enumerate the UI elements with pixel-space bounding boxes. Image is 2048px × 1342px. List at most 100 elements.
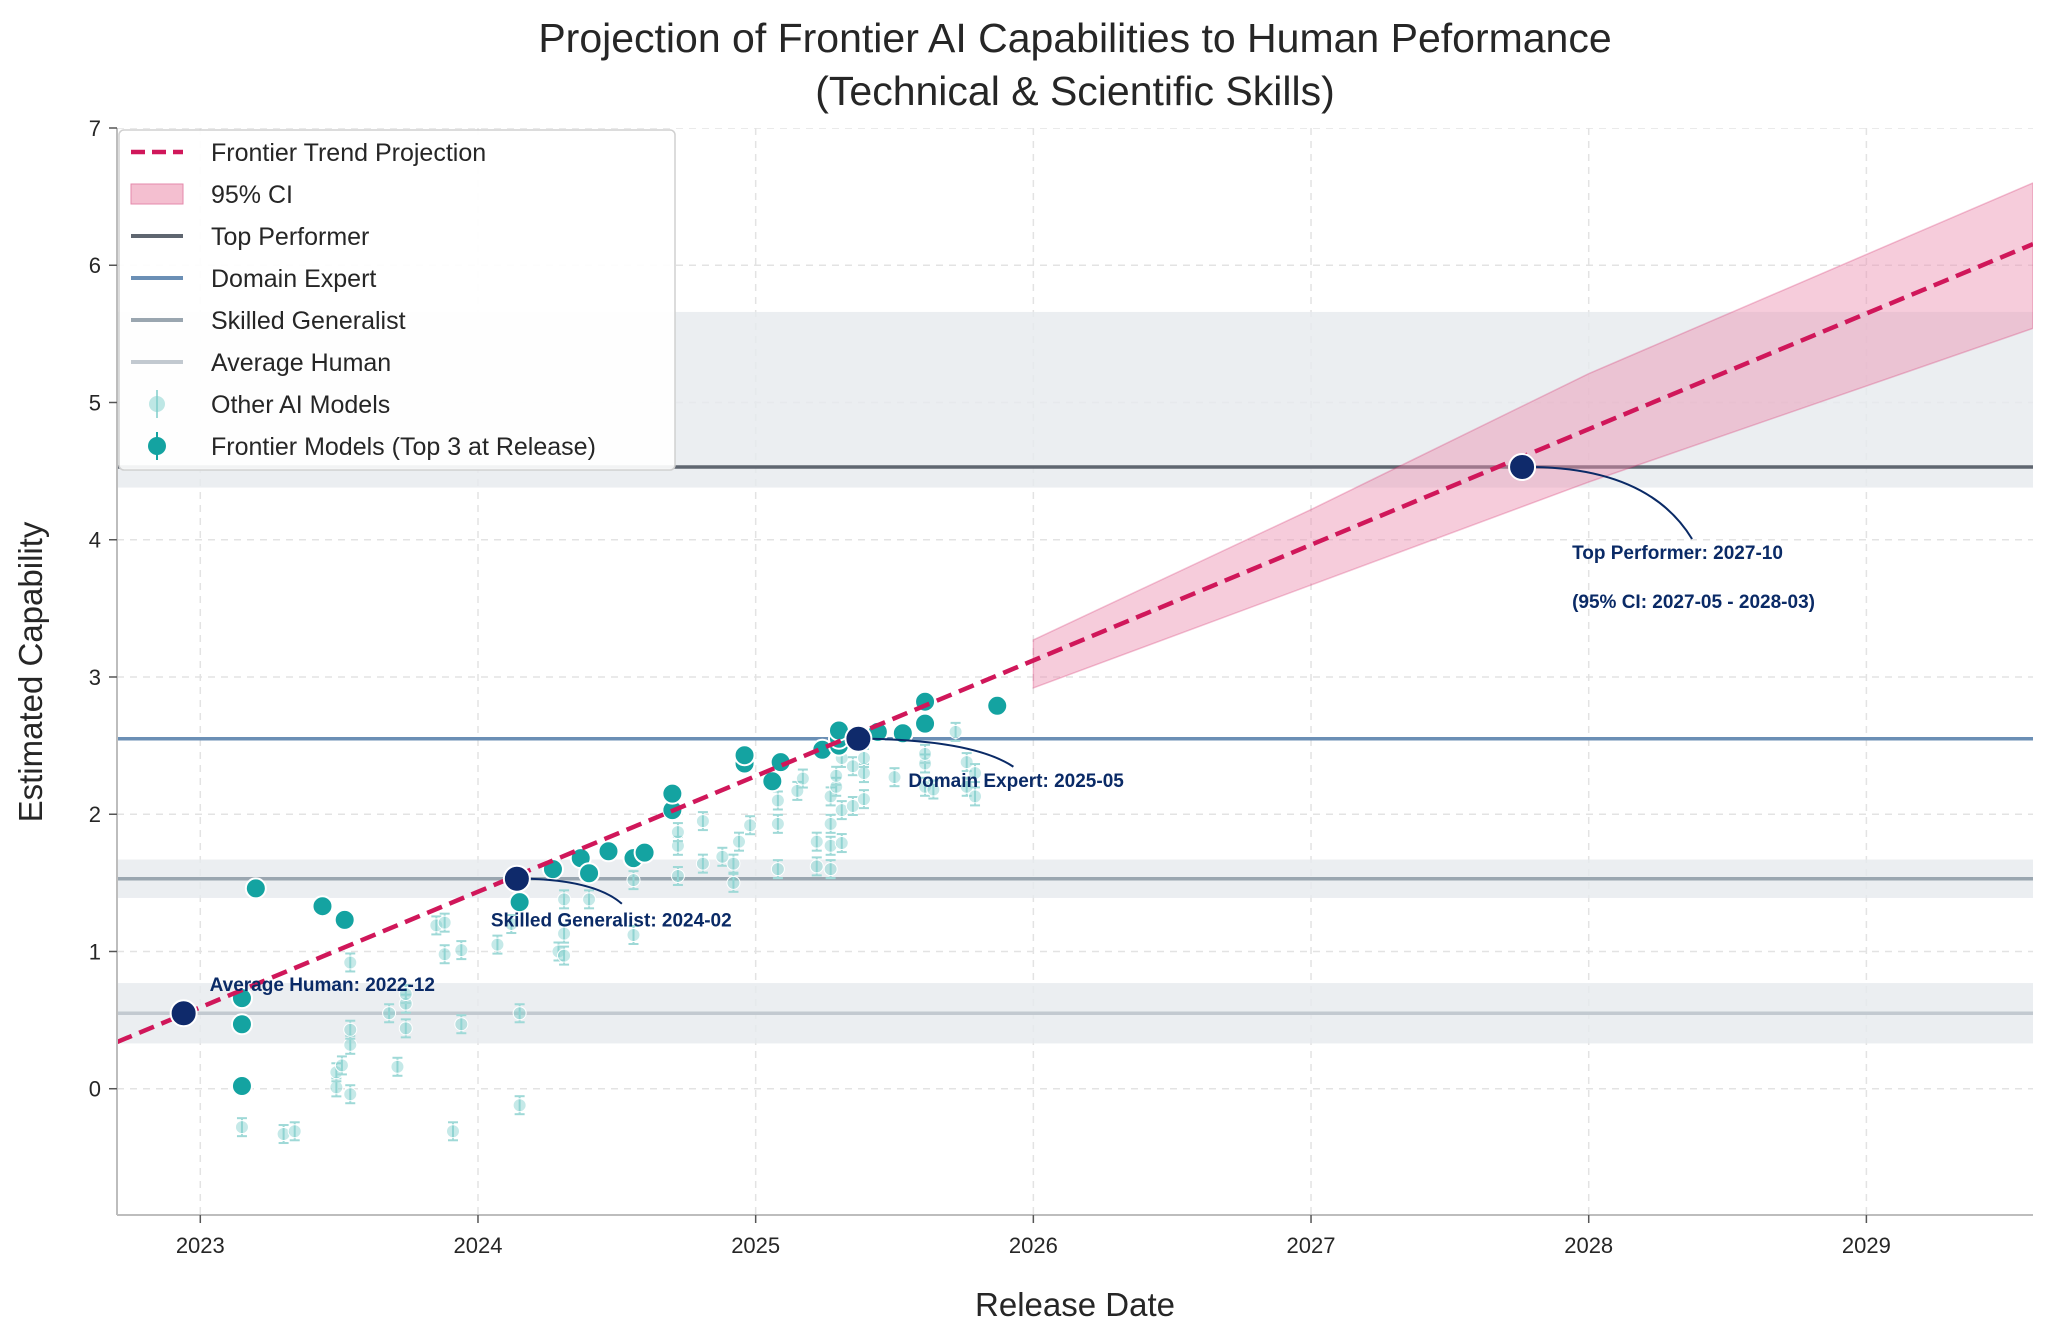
crossing-arrow-2	[870, 737, 1014, 768]
other-model-point	[437, 947, 452, 962]
frontier-model-point	[333, 908, 356, 931]
frontier-model-point	[633, 841, 656, 864]
legend-label-0: Frontier Trend Projection	[211, 139, 486, 167]
other-model-point	[670, 868, 685, 883]
other-model-point	[823, 816, 838, 831]
other-model-point	[887, 770, 902, 785]
other-model-point	[770, 862, 785, 877]
other-model-point	[504, 917, 519, 932]
other-model-point	[948, 724, 963, 739]
other-model-point	[334, 1058, 349, 1073]
crossing-arrow-1	[528, 877, 623, 905]
other-model-point	[512, 1098, 527, 1113]
crossing-point-0	[169, 999, 198, 1028]
legend-swatch-1	[130, 183, 184, 205]
other-model-point	[959, 755, 974, 770]
other-model-point	[234, 1120, 249, 1135]
crossing-label-3: Top Performer: 2027-10	[1572, 543, 1783, 564]
other-model-point	[726, 875, 741, 890]
y-tick-label: 3	[89, 665, 101, 690]
chart-subtitle: (Technical & Scientific Skills)	[815, 68, 1335, 114]
legend-label-1: 95% CI	[211, 181, 293, 209]
other-model-point	[695, 856, 710, 871]
trend-projection-line	[117, 242, 2033, 1045]
frontier-model-point	[914, 712, 937, 735]
other-model-point	[343, 1037, 358, 1052]
other-model-point	[287, 1124, 302, 1139]
other-model-point	[823, 862, 838, 877]
crossing-label-1: Skilled Generalist: 2024-02	[491, 911, 732, 932]
other-model-point	[856, 766, 871, 781]
y-tick-label: 1	[89, 939, 101, 964]
other-model-point	[454, 943, 469, 958]
other-model-point	[829, 768, 844, 783]
legend-label-3: Domain Expert	[211, 265, 376, 293]
other-model-point	[343, 955, 358, 970]
other-model-point	[790, 783, 805, 798]
legend: Frontier Trend Projection 95% CI Top Perfo…	[118, 129, 676, 471]
other-model-point	[695, 814, 710, 829]
other-model-point	[512, 1006, 527, 1021]
other-model-point	[770, 793, 785, 808]
other-model-point	[437, 915, 452, 930]
x-tick-label: 2026	[1009, 1233, 1058, 1258]
frontier-model-point	[508, 891, 531, 914]
other-model-point	[557, 926, 572, 941]
ci-band	[1032, 182, 2033, 690]
other-model-point	[557, 948, 572, 963]
legend-box	[118, 129, 676, 471]
frontier-model-point	[733, 744, 756, 767]
other-model-point	[856, 792, 871, 807]
other-model-point	[834, 836, 849, 851]
other-model-point	[670, 825, 685, 840]
other-model-point	[490, 937, 505, 952]
chart-title: Projection of Frontier AI Capabilities t…	[538, 15, 1611, 61]
frontier-model-point	[230, 1074, 253, 1097]
crossing-point-2	[844, 724, 873, 753]
frontier-model-point	[661, 782, 684, 805]
other-model-point	[398, 1021, 413, 1036]
other-model-point	[726, 856, 741, 871]
crossing-point-3	[1508, 453, 1537, 482]
y-tick-label: 6	[89, 253, 101, 278]
other-model-point	[382, 1006, 397, 1021]
other-model-point	[557, 892, 572, 907]
other-model-point	[626, 873, 641, 888]
frontier-model-point	[578, 862, 601, 885]
legend-label-6: Other AI Models	[211, 391, 390, 419]
other-model-point	[715, 849, 730, 864]
other-model-point	[398, 987, 413, 1002]
other-model-point	[390, 1059, 405, 1074]
other-model-point	[329, 1080, 344, 1095]
crossing-label-2: Domain Expert: 2025-05	[908, 771, 1124, 792]
y-tick-label: 7	[89, 116, 101, 141]
crossing-arrow-3	[1534, 466, 1693, 540]
x-tick-label: 2027	[1287, 1233, 1336, 1258]
frontier-model-point	[311, 895, 334, 918]
other-model-point	[926, 782, 941, 797]
other-model-point	[809, 859, 824, 874]
plot-clipped-layer	[117, 128, 2033, 1215]
other-model-point	[626, 928, 641, 943]
frontier-model-point	[244, 877, 267, 900]
other-model-point	[918, 779, 933, 794]
legend-swatch-6	[149, 396, 165, 412]
other-model-point	[454, 1017, 469, 1032]
frontier-model-point	[597, 840, 620, 863]
x-tick-label: 2024	[454, 1233, 503, 1258]
legend-swatch-7	[148, 437, 166, 455]
frontier-model-point	[230, 1013, 253, 1036]
x-tick-label: 2028	[1564, 1233, 1613, 1258]
legend-label-2: Top Performer	[211, 223, 369, 251]
other-model-point	[809, 834, 824, 849]
other-model-point	[445, 1124, 460, 1139]
other-model-point	[795, 771, 810, 786]
crossing-point-1	[502, 864, 531, 893]
x-axis-label: Release Date	[975, 1286, 1175, 1323]
other-model-point	[343, 1022, 358, 1037]
legend-label-4: Skilled Generalist	[211, 307, 406, 335]
other-model-point	[429, 918, 444, 933]
frontier-model-point	[891, 722, 914, 745]
crossing-ci-label: (95% CI: 2027-05 - 2028-03)	[1572, 592, 1815, 613]
